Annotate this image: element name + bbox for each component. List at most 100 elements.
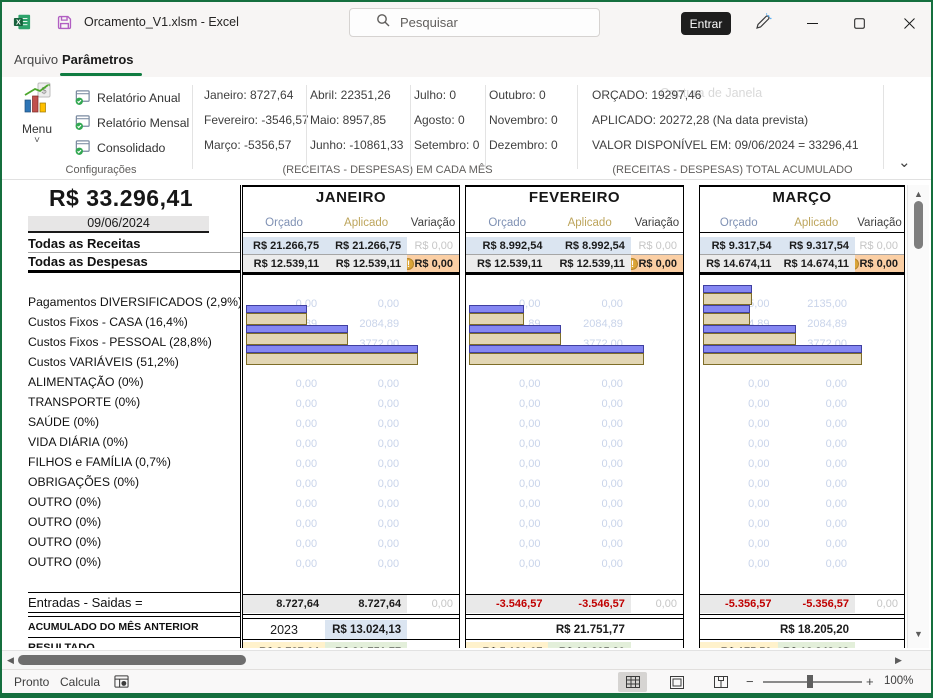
body-aplicado-value[interactable]: 0,00	[825, 398, 848, 410]
tab-arquivo[interactable]: Arquivo	[14, 52, 59, 67]
body-variacao-value[interactable]	[855, 454, 904, 474]
body-variacao-value[interactable]	[407, 414, 459, 434]
despesas-orcado-cell[interactable]: R$ 12.539,11	[243, 255, 326, 272]
body-orcado-value[interactable]: 0,00	[748, 558, 770, 570]
despesas-aplicado-cell[interactable]: R$ 12.539,11	[325, 255, 408, 272]
orcado-header[interactable]: Orçado	[488, 216, 527, 229]
body-orcado-value[interactable]: 0,00	[295, 538, 318, 550]
body-aplicado-value[interactable]: 0,00	[825, 518, 848, 530]
receitas-variacao-cell[interactable]: R$ 0,00	[414, 239, 453, 252]
resultado-orcado-cell[interactable]: -R$ 175,50	[700, 642, 778, 648]
zoom-slider-handle[interactable]	[807, 675, 813, 688]
body-variacao-value[interactable]	[855, 294, 904, 314]
despesas-variacao-cell[interactable]: !R$ 0,00	[407, 255, 459, 272]
aplicado-header[interactable]: Aplicado	[567, 216, 612, 229]
scroll-right-icon[interactable]: ▶	[895, 655, 902, 665]
category-row[interactable]: Custos Fixos - PESSOAL (28,8%)	[28, 335, 212, 349]
body-aplicado-value[interactable]: 0,00	[601, 518, 623, 530]
body-aplicado-value[interactable]: 0,00	[601, 538, 623, 550]
body-aplicado-value[interactable]: 0,00	[825, 558, 848, 570]
despesas-aplicado-cell[interactable]: R$ 12.539,11	[548, 255, 631, 272]
body-variacao-value[interactable]	[407, 454, 459, 474]
body-aplicado-value[interactable]: 0,00	[825, 478, 848, 490]
body-variacao-value[interactable]	[407, 554, 459, 574]
entradas-aplicado-cell[interactable]: -3.546,57	[548, 595, 631, 613]
despesas-orcado-cell[interactable]: R$ 14.674,11	[700, 255, 778, 272]
body-orcado-value[interactable]: 0,00	[748, 458, 770, 470]
body-orcado-value[interactable]: 0,00	[519, 498, 541, 510]
resultado-orcado-cell[interactable]: R$ 8.727,64	[243, 642, 326, 648]
save-button[interactable]	[56, 14, 73, 36]
body-variacao-value[interactable]	[855, 554, 904, 574]
tab-parametros[interactable]: Parâmetros	[62, 52, 134, 67]
body-orcado-value[interactable]: 0,00	[519, 518, 541, 530]
maximize-button[interactable]	[845, 10, 873, 36]
relatorio-mensal-button[interactable]: Relatório Mensal	[74, 110, 189, 135]
body-orcado-value[interactable]: 0,00	[519, 438, 541, 450]
orcado-header[interactable]: Orçado	[719, 216, 758, 229]
body-variacao-value[interactable]	[855, 434, 904, 454]
page-break-view-button[interactable]	[706, 672, 735, 692]
collapse-ribbon-button[interactable]: ⌄	[898, 154, 911, 171]
minimize-button[interactable]	[798, 10, 826, 36]
menu-button[interactable]: $ Menu ˅	[10, 82, 64, 170]
body-orcado-value[interactable]: 0,00	[295, 458, 318, 470]
body-aplicado-value[interactable]: 0,00	[601, 458, 623, 470]
body-variacao-value[interactable]	[407, 374, 459, 394]
entradas-aplicado-cell[interactable]: 8.727,64	[325, 595, 408, 613]
body-orcado-value[interactable]: 0,00	[748, 418, 770, 430]
acumulado-year-cell[interactable]	[700, 620, 778, 639]
body-aplicado-value[interactable]: 0,00	[825, 438, 848, 450]
body-aplicado-value[interactable]: 0,00	[601, 558, 623, 570]
body-variacao-value[interactable]	[855, 494, 904, 514]
body-variacao-value[interactable]	[855, 534, 904, 554]
body-aplicado-value[interactable]: 2135,00	[807, 298, 848, 310]
body-aplicado-value[interactable]: 0,00	[377, 378, 400, 390]
category-row[interactable]: SAÚDE (0%)	[28, 415, 100, 429]
body-orcado-value[interactable]: 0,00	[295, 378, 318, 390]
entradas-variacao-cell[interactable]: 0,00	[876, 598, 898, 610]
body-variacao-value[interactable]	[407, 434, 459, 454]
relatorio-anual-button[interactable]: Relatório Anual	[74, 85, 189, 110]
body-variacao-value[interactable]	[855, 394, 904, 414]
variacao-header[interactable]: Variação	[634, 216, 680, 229]
body-orcado-value[interactable]: 0,00	[295, 438, 318, 450]
variacao-header[interactable]: Variação	[857, 216, 902, 229]
body-variacao-value[interactable]	[855, 354, 904, 374]
body-orcado-value[interactable]: 0,00	[748, 438, 770, 450]
body-variacao-value[interactable]	[407, 294, 459, 314]
body-orcado-value[interactable]: 0,00	[295, 498, 318, 510]
body-variacao-value[interactable]	[407, 314, 459, 334]
body-variacao-value[interactable]	[407, 474, 459, 494]
aplicado-header[interactable]: Aplicado	[794, 216, 839, 229]
entradas-orcado-cell[interactable]: -3.546,57	[466, 595, 549, 613]
category-row[interactable]: OUTRO (0%)	[28, 515, 102, 529]
body-aplicado-value[interactable]: 0,00	[601, 478, 623, 490]
body-variacao-value[interactable]	[631, 494, 683, 514]
body-orcado-value[interactable]: 0,00	[748, 498, 770, 510]
signin-button[interactable]: Entrar	[681, 12, 731, 35]
body-aplicado-value[interactable]: 2084,89	[583, 318, 623, 330]
body-aplicado-value[interactable]: 0,00	[377, 458, 400, 470]
receitas-variacao-cell[interactable]: R$ 0,00	[638, 239, 677, 252]
body-variacao-value[interactable]	[631, 534, 683, 554]
entradas-orcado-cell[interactable]: -5.356,57	[700, 595, 778, 613]
body-orcado-value[interactable]: 0,00	[519, 298, 541, 310]
body-orcado-value[interactable]: 0,00	[295, 478, 318, 490]
zoom-level[interactable]: 100%	[884, 675, 914, 687]
body-orcado-value[interactable]: 0,00	[519, 458, 541, 470]
body-aplicado-value[interactable]: 0,00	[377, 418, 400, 430]
body-aplicado-value[interactable]: 0,00	[601, 398, 623, 410]
date-cell[interactable]: 09/06/2024	[28, 216, 209, 233]
receitas-orcado-cell[interactable]: R$ 9.317,54	[700, 237, 778, 254]
body-aplicado-value[interactable]: 0,00	[377, 498, 400, 510]
orcado-header[interactable]: Orçado	[265, 216, 303, 229]
body-aplicado-value[interactable]: 0,00	[601, 498, 623, 510]
category-row[interactable]: Custos VARIÁVEIS (51,2%)	[28, 355, 179, 369]
category-row[interactable]: ALIMENTAÇÃO (0%)	[28, 375, 144, 389]
category-row[interactable]: OUTRO (0%)	[28, 535, 102, 549]
search-box[interactable]: Pesquisar	[349, 8, 600, 37]
body-variacao-value[interactable]	[631, 554, 683, 574]
body-variacao-value[interactable]	[407, 494, 459, 514]
body-aplicado-value[interactable]: 0,00	[825, 418, 848, 430]
